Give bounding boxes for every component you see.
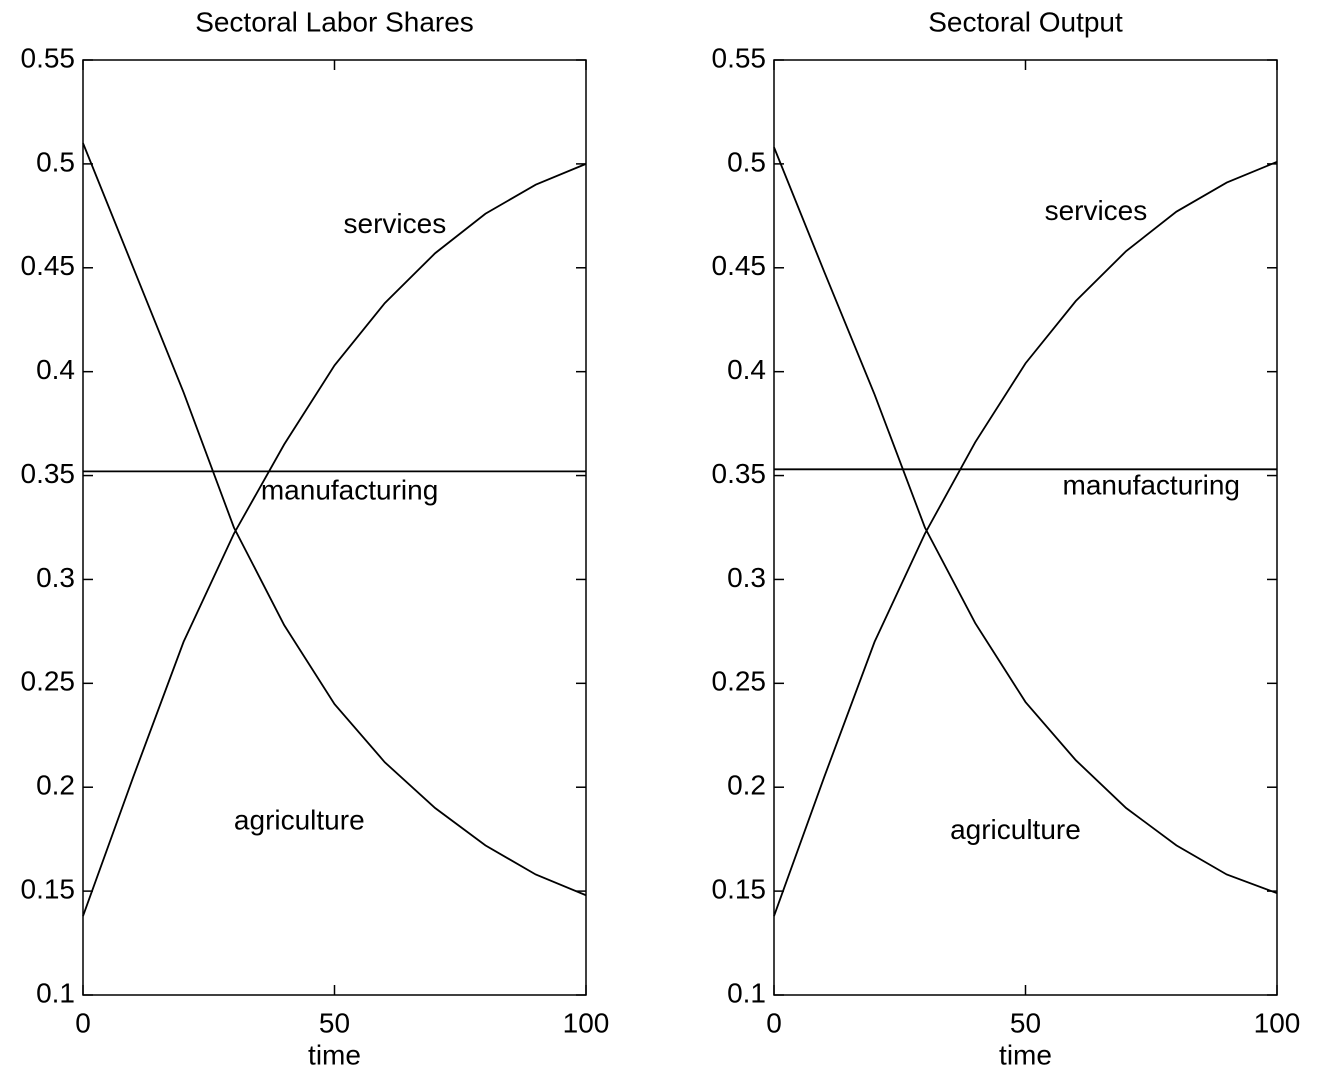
y-tick-label: 0.45 <box>712 250 767 281</box>
x-axis-label: time <box>308 1039 361 1070</box>
y-tick-label: 0.1 <box>36 977 75 1008</box>
y-tick-label: 0.15 <box>712 874 767 905</box>
line-series <box>773 146 1278 895</box>
y-tick-label: 0.55 <box>712 42 767 73</box>
series-annotation: manufacturing <box>1063 470 1240 501</box>
series-annotation: agriculture <box>950 814 1081 845</box>
y-tick-label: 0.5 <box>727 146 766 177</box>
chart-title: Sectoral Output <box>928 6 1123 37</box>
x-tick-label: 0 <box>766 1007 782 1038</box>
series-annotation: agriculture <box>234 804 365 835</box>
y-tick-label: 0.55 <box>21 42 76 73</box>
y-tick-label: 0.25 <box>712 666 767 697</box>
y-tick-label: 0.2 <box>36 770 75 801</box>
series-annotation: manufacturing <box>261 474 438 505</box>
x-axis-label: time <box>999 1039 1052 1070</box>
y-tick-label: 0.4 <box>727 354 766 385</box>
y-tick-label: 0.35 <box>712 458 767 489</box>
line-series <box>773 160 1278 917</box>
y-tick-label: 0.2 <box>727 770 766 801</box>
x-tick-label: 0 <box>75 1007 91 1038</box>
chart-title: Sectoral Labor Shares <box>195 6 474 37</box>
x-tick-label: 100 <box>563 1007 610 1038</box>
line-series <box>82 163 587 917</box>
plot-frame <box>773 59 1278 996</box>
line-series <box>82 142 587 897</box>
series-annotation: services <box>1045 195 1148 226</box>
series-annotation: services <box>344 208 447 239</box>
x-tick-label: 50 <box>319 1007 350 1038</box>
y-tick-label: 0.35 <box>21 458 76 489</box>
x-tick-label: 50 <box>1010 1007 1041 1038</box>
y-tick-label: 0.3 <box>36 562 75 593</box>
y-tick-label: 0.25 <box>21 666 76 697</box>
y-tick-label: 0.45 <box>21 250 76 281</box>
y-tick-label: 0.15 <box>21 874 76 905</box>
y-tick-label: 0.4 <box>36 354 75 385</box>
y-tick-label: 0.1 <box>727 977 766 1008</box>
x-tick-label: 100 <box>1254 1007 1301 1038</box>
y-tick-label: 0.5 <box>36 146 75 177</box>
y-tick-label: 0.3 <box>727 562 766 593</box>
